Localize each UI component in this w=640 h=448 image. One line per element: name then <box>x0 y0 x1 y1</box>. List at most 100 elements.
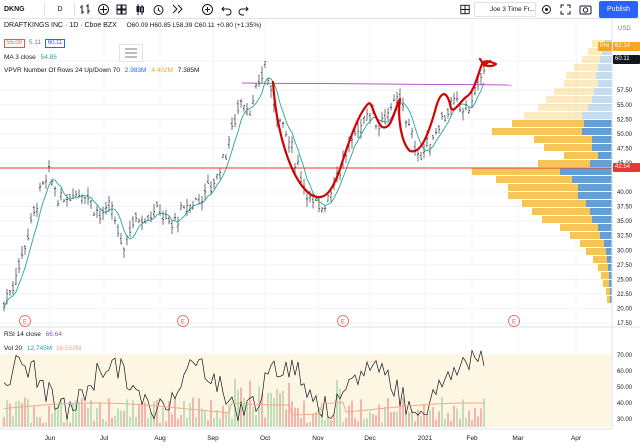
symbol-search[interactable]: DKNG <box>4 6 25 13</box>
vpvr-down-bar <box>598 264 608 271</box>
volume-bar <box>417 409 419 427</box>
purple-trend-line[interactable] <box>241 82 513 86</box>
vpvr-down-bar <box>570 232 600 239</box>
volume-bar <box>375 415 377 427</box>
volume-bar <box>315 412 317 427</box>
volume-bar <box>39 417 41 427</box>
snapshot-icon[interactable] <box>578 2 593 17</box>
volume-bar <box>441 397 443 427</box>
volume-bar <box>366 418 368 427</box>
volume-bar <box>456 408 458 427</box>
volume-bar <box>126 399 128 427</box>
vpvr-up-bar <box>578 184 612 191</box>
volume-bar <box>369 411 371 427</box>
price-tick-label: 35.00 <box>617 219 633 225</box>
vpvr-up-bar <box>560 168 612 175</box>
buy-button[interactable]: 60.11 <box>44 39 66 48</box>
vpvr-up-bar <box>598 224 612 231</box>
earnings-marker-label: E <box>512 320 516 326</box>
vpvr-down-bar <box>538 160 590 167</box>
earnings-marker <box>337 315 349 327</box>
layout-icon[interactable] <box>458 2 472 17</box>
volume-bar <box>120 410 122 427</box>
volume-bar <box>345 417 347 427</box>
volume-bar <box>135 416 137 427</box>
volume-bar <box>447 412 449 427</box>
volume-bar <box>381 422 383 427</box>
earnings-marker-label: E <box>23 320 27 326</box>
time-label: Aug <box>154 435 166 442</box>
volume-bar <box>429 410 431 427</box>
symbol-legend: DRAFTKINGS INC · 1D · Cboe BZX O60.09 H6… <box>4 22 261 30</box>
rsi-axis[interactable]: 70.00 60.00 50.00 40.00 30.00 <box>617 353 633 423</box>
replay-icon[interactable] <box>170 2 185 17</box>
volume-bar <box>327 415 329 427</box>
layout-name[interactable]: Joe 3 Time Fr... <box>474 2 536 17</box>
volume-bar <box>123 410 125 427</box>
vpvr-down-bar <box>542 216 592 223</box>
price-tick-label: 47.50 <box>617 146 633 152</box>
pre-price-tag: 62.14 <box>613 42 640 51</box>
price-tick-label: 57.50 <box>617 88 633 94</box>
fullscreen-icon[interactable] <box>558 2 573 17</box>
volume-bar <box>24 397 26 427</box>
price-axis[interactable]: 62.5057.5055.0052.5050.0047.5045.0040.00… <box>617 59 633 327</box>
volume-bar <box>312 413 314 427</box>
volume-bar <box>435 419 437 427</box>
cup-handle-drawing[interactable] <box>271 57 498 199</box>
volume-bar <box>285 409 287 427</box>
volume-bar <box>471 419 473 427</box>
price-tick-label: 27.50 <box>617 263 633 269</box>
volume-bar <box>192 397 194 427</box>
rsi-tick-label: 40.00 <box>617 401 633 407</box>
vpvr-down-bar <box>554 88 594 95</box>
volume-bar <box>147 417 149 427</box>
sell-button[interactable]: 55.00 <box>4 39 26 48</box>
bars-icon[interactable] <box>78 2 93 17</box>
volume-bar <box>207 420 209 427</box>
rsi-value: 66.64 <box>45 331 62 338</box>
vpvr-up-bar <box>608 264 612 271</box>
volume-bar <box>267 393 269 427</box>
vpvr-down-bar <box>603 280 609 287</box>
candles-icon[interactable] <box>133 2 148 17</box>
volume-bar <box>474 407 476 427</box>
rsi-legend: RSI 14 close 66.64 <box>4 331 62 339</box>
vpvr-up-bar <box>598 64 612 71</box>
drag-handle[interactable] <box>119 44 143 62</box>
volume-bar <box>12 416 14 427</box>
volume-bar <box>360 399 362 427</box>
vpvr-up-bar <box>596 72 612 79</box>
vpvr-up-bar <box>602 48 612 55</box>
publish-button[interactable]: Publish <box>599 1 638 18</box>
vpvr-up-bar <box>592 136 612 143</box>
undo-icon[interactable] <box>219 2 234 17</box>
volume-bar <box>402 397 404 427</box>
redo-icon[interactable] <box>236 2 251 17</box>
time-axis[interactable]: Jun Jul Aug Sep Oct Nov Dec 2021 Feb Mar Apr <box>45 435 582 442</box>
volume-bar <box>9 403 11 427</box>
volume-bar <box>387 398 389 427</box>
vpvr-label: VPVR Number Of Rows 24 Up/Down 70 <box>4 67 120 74</box>
plus-icon[interactable] <box>200 2 215 17</box>
volume-bar <box>87 407 89 427</box>
vpvr-down-bar <box>593 256 607 263</box>
volume-bar <box>75 400 77 427</box>
indicators-icon[interactable] <box>96 2 111 17</box>
volume-bar <box>42 422 44 427</box>
gear-icon[interactable] <box>539 2 554 17</box>
templates-icon[interactable] <box>114 2 129 17</box>
volume-bar <box>468 410 470 427</box>
volume-bar <box>300 417 302 427</box>
volume-bar <box>33 406 35 427</box>
volume-bar <box>66 416 68 427</box>
interval-button[interactable]: D <box>57 6 63 13</box>
volume-bar <box>114 415 116 427</box>
alert-icon[interactable] <box>151 2 166 17</box>
volume-bar <box>198 398 200 427</box>
volume-bar <box>48 405 50 427</box>
volume-bar <box>129 416 131 427</box>
volume-bar <box>294 407 296 427</box>
volume-bar <box>453 405 455 427</box>
